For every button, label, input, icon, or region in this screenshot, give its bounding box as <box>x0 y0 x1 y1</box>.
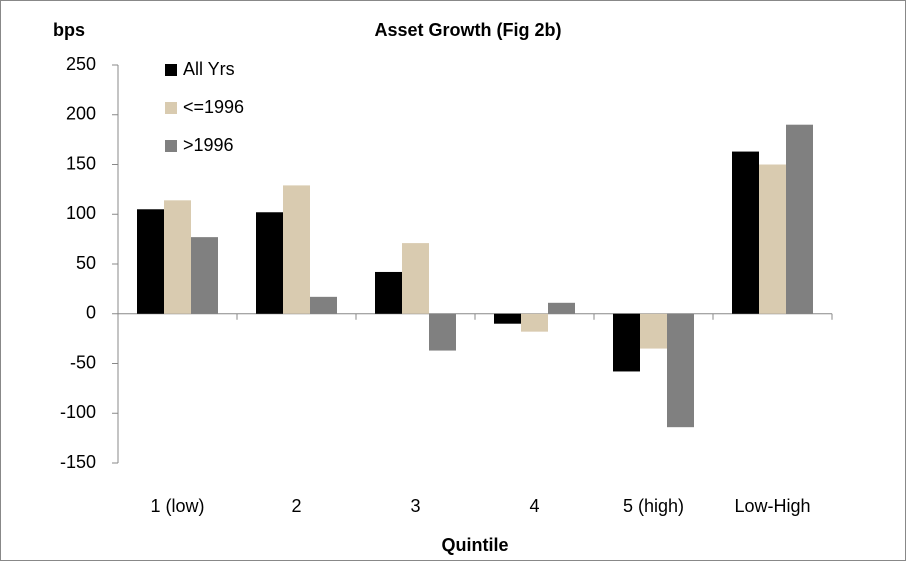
bar <box>521 313 548 332</box>
x-tick-label: 4 <box>529 496 539 516</box>
bar <box>759 164 786 314</box>
x-tick-label: 5 (high) <box>623 496 684 516</box>
bar <box>429 313 456 351</box>
legend-label: <=1996 <box>183 97 244 117</box>
bar <box>402 243 429 314</box>
bar <box>548 302 575 314</box>
x-axis-label: Quintile <box>442 535 509 555</box>
chart-title: Asset Growth (Fig 2b) <box>374 20 561 40</box>
legend-swatch <box>165 64 177 76</box>
legend-swatch <box>165 140 177 152</box>
bar <box>137 209 164 314</box>
bar <box>732 151 759 314</box>
bar <box>283 185 310 314</box>
legend-label: All Yrs <box>183 59 235 79</box>
bar <box>667 313 694 428</box>
bar <box>310 296 337 314</box>
bar <box>256 212 283 314</box>
y-axis-label: bps <box>53 20 85 40</box>
bar <box>640 313 667 349</box>
bar <box>164 200 191 314</box>
x-tick-label: Low-High <box>734 496 810 516</box>
legend-label: >1996 <box>183 135 234 155</box>
bar <box>191 237 218 314</box>
x-tick-label: 1 (low) <box>150 496 204 516</box>
bar <box>613 313 640 372</box>
bar <box>494 313 521 324</box>
x-tick-label: 3 <box>410 496 420 516</box>
bar <box>375 271 402 314</box>
y-tick-label: 100 <box>66 203 96 223</box>
y-tick-label: -50 <box>70 352 96 372</box>
y-tick-label: -150 <box>60 452 96 472</box>
y-tick-label: 250 <box>66 54 96 74</box>
y-tick-label: 200 <box>66 104 96 124</box>
y-tick-label: 50 <box>76 253 96 273</box>
bar <box>786 124 813 314</box>
y-tick-label: -100 <box>60 402 96 422</box>
legend-swatch <box>165 102 177 114</box>
x-tick-label: 2 <box>291 496 301 516</box>
y-tick-label: 150 <box>66 153 96 173</box>
y-tick-label: 0 <box>86 303 96 323</box>
